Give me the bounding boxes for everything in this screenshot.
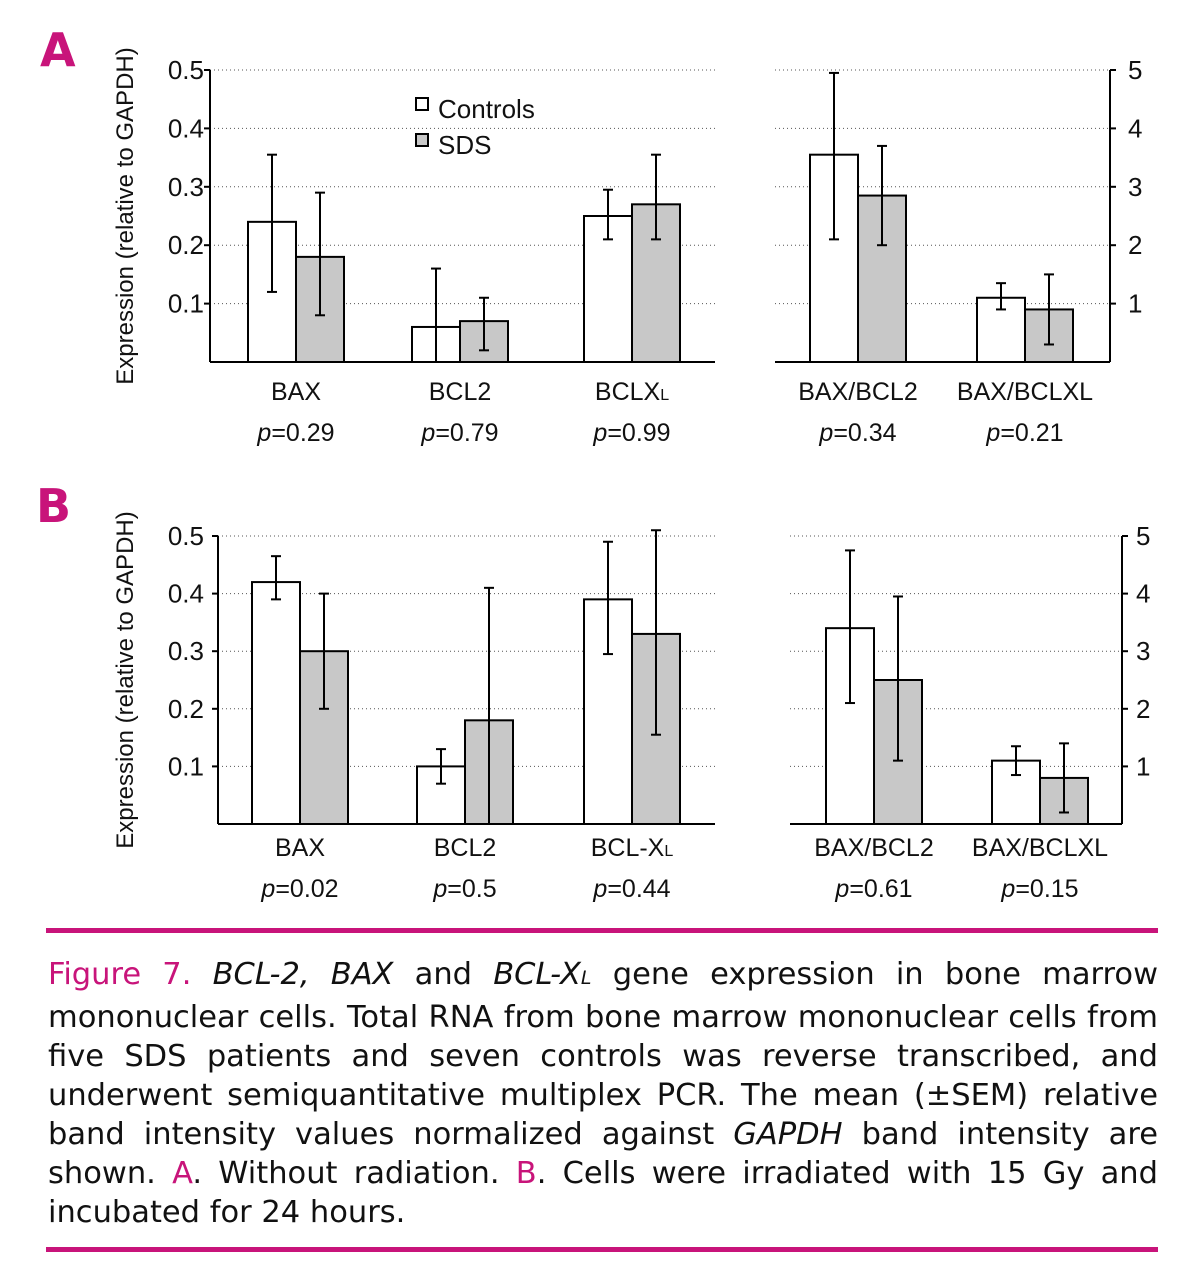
caption-label-b: B — [515, 1156, 537, 1191]
caption-figure-number: Figure 7. — [48, 957, 192, 992]
a-left-tick-label: 0.1 — [168, 289, 204, 319]
b-left-p-value: p=0.44 — [592, 875, 670, 903]
caption-text-b: . Cells were irradiated with 15 Gy and i… — [48, 1156, 1158, 1230]
a-right-category-label: BAX/BCLXL — [957, 378, 1093, 406]
a-left-bar-controls — [583, 215, 633, 363]
a-left-tick-label: 0.3 — [168, 172, 204, 202]
b-left-tick-label: 0.5 — [168, 521, 204, 551]
plots: 0.1 0.2 0.3 0.4 0.5 Expression (relative to G… — [112, 47, 1150, 903]
b-right-tick-label: 1 — [1136, 751, 1150, 781]
b-right-p-value: p=0.15 — [1000, 875, 1078, 903]
legend-sds-swatch — [415, 133, 429, 147]
b-right-p-value: p=0.61 — [834, 875, 912, 903]
panel-letter-b: B — [36, 479, 71, 533]
a-right-tick-label: 2 — [1128, 230, 1142, 260]
b-left-y-axis-label: Expression (relative to GAPDH) — [112, 511, 139, 848]
figure-caption: Figure 7. BCL-2, BAX and BCL-XL gene exp… — [48, 955, 1158, 1232]
a-left-tick-label: 0.5 — [168, 55, 204, 85]
b-right-tick-label: 3 — [1136, 636, 1150, 666]
a-right-bar-sds — [1024, 308, 1074, 364]
a-right-category-label: BAX/BCL2 — [798, 378, 918, 406]
b-left-tick-label: 0.1 — [168, 751, 204, 781]
b-right-category-label: BAX/BCLXL — [972, 834, 1108, 862]
caption-body-2: band intensity are shown. — [48, 1117, 1159, 1191]
b-left-tick-label: 0.3 — [168, 636, 204, 666]
b-right-tick-label: 4 — [1136, 579, 1150, 609]
legend: Controls SDS — [415, 94, 535, 160]
b-right-tick-label: 5 — [1136, 521, 1150, 551]
b-left-bar-controls — [251, 581, 301, 826]
b-left-p-value: p=0.5 — [432, 875, 496, 903]
b-left-category-label: BAX — [275, 834, 325, 862]
caption-body-1: gene expression in bone marrow mononucle… — [48, 957, 1159, 1152]
figure-chart: A B 0.1 0.2 0.3 0.4 0.5 Expression (relative … — [36, 23, 1150, 903]
a-right-tick-label: 5 — [1128, 55, 1142, 85]
b-left-category-label: BCL2 — [434, 834, 497, 862]
a-left-tick-label: 0.2 — [168, 230, 204, 260]
b-left-tick-label: 0.2 — [168, 694, 204, 724]
caption-top-rule — [46, 928, 1158, 933]
legend-sds-label: SDS — [438, 130, 491, 160]
caption-gapdh: GAPDH — [733, 1117, 843, 1152]
a-left-p-value: p=0.99 — [592, 419, 670, 447]
a-right-tick-label: 1 — [1128, 289, 1142, 319]
legend-controls-swatch — [415, 97, 429, 111]
b-right-category-label: BAX/BCL2 — [814, 834, 934, 862]
a-left-p-value: p=0.29 — [256, 419, 334, 447]
b-left-category-label: BCL-XL — [591, 834, 674, 862]
a-right-tick-label: 3 — [1128, 172, 1142, 202]
a-left-category-label: BCL2 — [429, 378, 492, 406]
a-left-y-axis-label: Expression (relative to GAPDH) — [112, 47, 139, 384]
a-left-category-label: BAX — [271, 378, 321, 406]
a-right-tick-label: 4 — [1128, 113, 1142, 143]
b-left-p-value: p=0.02 — [260, 875, 338, 903]
caption-label-a: A — [172, 1156, 193, 1191]
b-right-tick-label: 2 — [1136, 694, 1150, 724]
a-right-p-value: p=0.34 — [818, 419, 896, 447]
a-right-p-value: p=0.21 — [985, 419, 1063, 447]
caption-gene-names: BCL-2, BAX — [212, 957, 394, 992]
b-left-tick-label: 0.4 — [168, 579, 204, 609]
caption-gene-bclxl: BCL-XL — [493, 957, 592, 992]
caption-text-a: . Without radiation. — [192, 1156, 500, 1191]
legend-controls-label: Controls — [438, 94, 535, 124]
caption-bottom-rule — [46, 1247, 1158, 1252]
a-right-bar-sds — [857, 194, 907, 363]
panel-letter-a: A — [40, 23, 76, 77]
a-left-category-label: BCLXL — [595, 378, 669, 406]
a-left-tick-label: 0.4 — [168, 113, 204, 143]
caption-and: and — [414, 957, 473, 992]
a-left-p-value: p=0.79 — [420, 419, 498, 447]
